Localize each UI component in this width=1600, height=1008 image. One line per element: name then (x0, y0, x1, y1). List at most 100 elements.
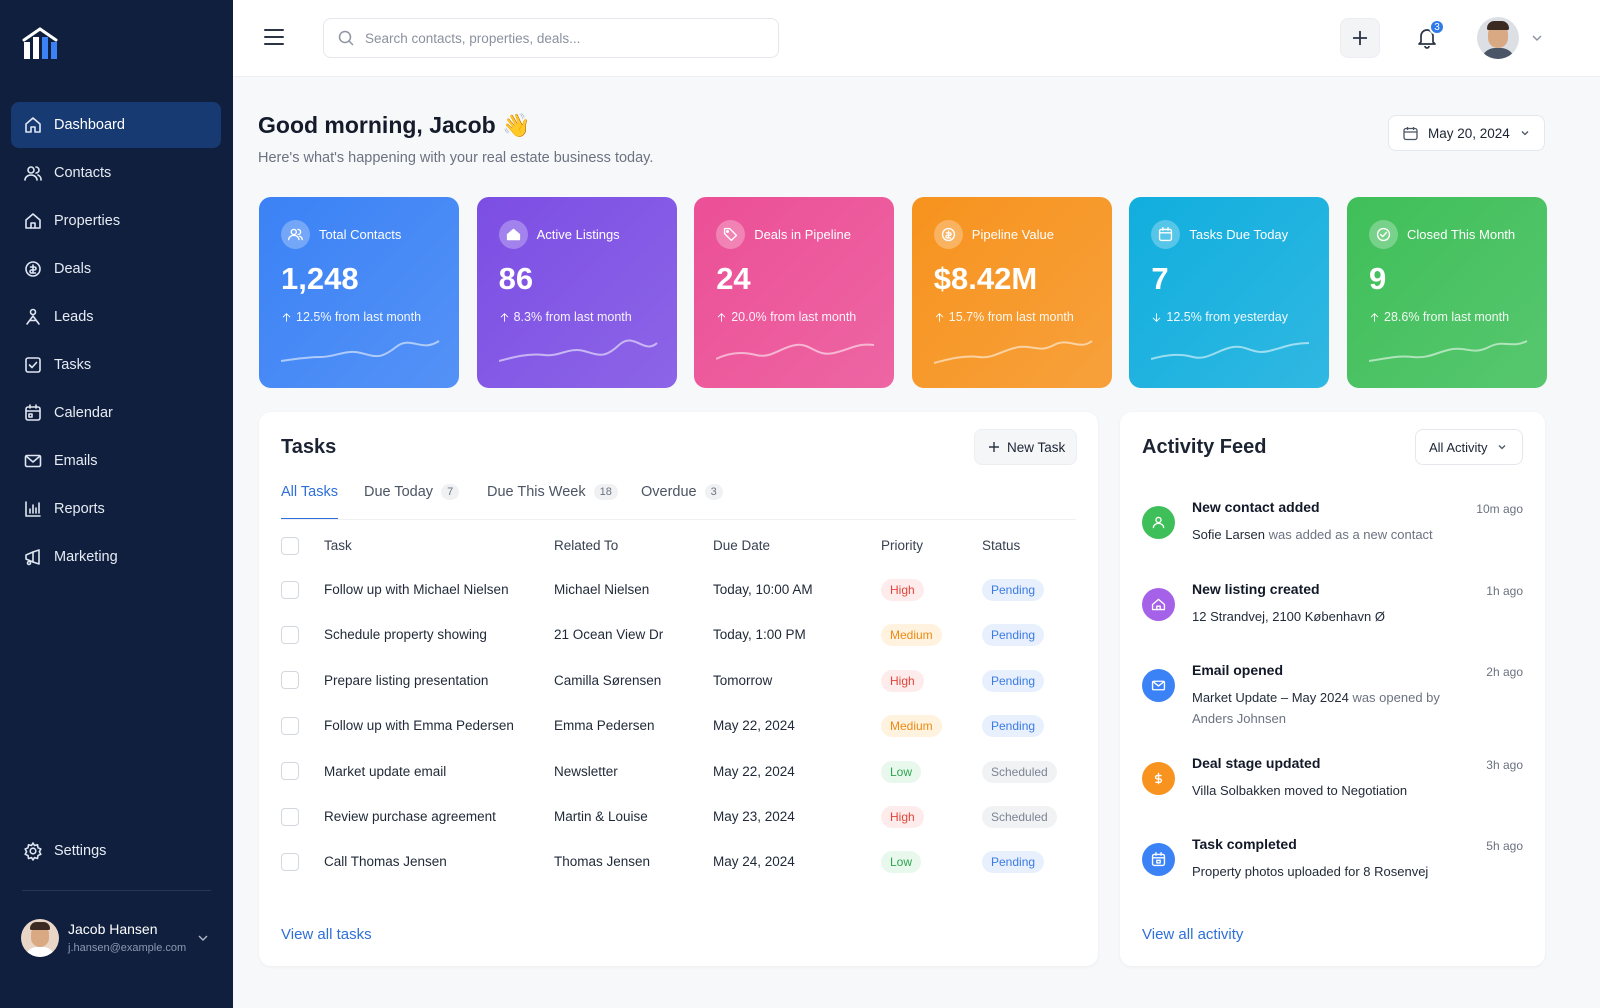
checkbox[interactable] (281, 625, 299, 644)
card-change-text: 15.7% from last month (948, 310, 1074, 324)
activity-subject: Villa Solbakken moved to Negotiation (1192, 783, 1408, 798)
icon (1375, 226, 1392, 243)
card-value: 24 (716, 261, 751, 296)
user-avatar[interactable] (21, 919, 59, 957)
settings-label: Settings (54, 843, 107, 859)
card-change: 12.5% from yesterday (1151, 310, 1288, 324)
checkbox[interactable] (281, 580, 299, 599)
card-icon (281, 220, 310, 249)
tab[interactable]: Due This Week 18 (487, 484, 618, 520)
status-cell: Pending (982, 579, 1082, 601)
tab-label: All Tasks (281, 484, 338, 500)
card-label: Closed This Month (1407, 227, 1516, 242)
icon (1150, 596, 1167, 613)
status-chip: Pending (982, 579, 1045, 601)
date-picker[interactable]: May 20, 2024 (1388, 115, 1545, 151)
nav-item[interactable]: Dashboard (11, 102, 221, 148)
main: Good morning, Jacob 👋 Here's what's happ… (233, 77, 1600, 1008)
icon (1150, 770, 1167, 787)
card-value: 1,248 (281, 261, 359, 296)
view-all-activity[interactable]: View all activity (1142, 926, 1244, 943)
status-cell: Scheduled (982, 760, 1082, 783)
card-value: 7 (1151, 261, 1169, 296)
new-task-label: New Task (1007, 439, 1066, 455)
icon (1151, 312, 1162, 323)
table-cell: Prepare listing presentation (324, 672, 489, 688)
priority-cell: Medium (881, 715, 982, 738)
activity-filter-label: All Activity (1429, 439, 1488, 455)
status-chip: Pending (982, 715, 1045, 738)
table-cell: May 23, 2024 (713, 809, 795, 824)
view-all-tasks[interactable]: View all tasks (281, 926, 372, 943)
add-button[interactable] (1340, 18, 1380, 58)
nav-label: Contacts (54, 165, 112, 181)
checkbox[interactable] (281, 716, 299, 735)
card-label: Tasks Due Today (1189, 227, 1289, 242)
tab-label: Due This Week (487, 484, 586, 500)
checkbox[interactable] (281, 762, 299, 781)
activity-detail: Villa Solbakken moved to Negotiation (1192, 780, 1462, 801)
card-change-text: 28.6% from last month (1384, 310, 1510, 324)
activity-time: 3h ago (1486, 758, 1523, 772)
nav-label: Marketing (54, 549, 118, 565)
activity-title: Task completed (1192, 836, 1297, 852)
table-row: Prepare listing presentation Camilla Søre… (281, 658, 1076, 703)
settings-link[interactable]: Settings (11, 828, 221, 874)
nav-item[interactable]: Reports (11, 486, 221, 532)
search-box[interactable]: Search contacts, properties, deals... (323, 18, 779, 58)
activity-subject: Property photos uploaded for 8 Rosenvej (1192, 864, 1429, 879)
tab-label: Overdue (641, 484, 697, 500)
tab[interactable]: Due Today 7 (364, 484, 460, 520)
priority-chip: Low (881, 851, 922, 874)
icon (940, 226, 957, 243)
nav-item[interactable]: Properties (11, 198, 221, 244)
priority-cell: Low (881, 851, 982, 874)
activity-icon (1142, 588, 1175, 621)
sparkline (1151, 339, 1311, 372)
icon (23, 355, 43, 375)
nav-item[interactable]: Deals (11, 246, 221, 292)
header-avatar[interactable] (1477, 17, 1519, 59)
activity-filter[interactable]: All Activity (1415, 429, 1523, 465)
nav-item[interactable]: Tasks (11, 342, 221, 388)
checkbox[interactable] (281, 536, 299, 555)
nav-item[interactable]: Calendar (11, 390, 221, 436)
checkbox[interactable] (281, 807, 299, 826)
nav-item[interactable]: Marketing (11, 534, 221, 580)
tab[interactable]: Overdue 3 (641, 484, 723, 520)
card-value: $8.42M (933, 261, 1038, 296)
table-row: Follow up with Michael Nielsen Michael Ni… (281, 567, 1076, 612)
icon (23, 451, 43, 471)
nav-item[interactable]: Emails (11, 438, 221, 484)
nav-item[interactable]: Leads (11, 294, 221, 340)
activity-icon (1142, 669, 1175, 702)
search-placeholder: Search contacts, properties, deals... (365, 30, 581, 46)
checkbox[interactable] (281, 671, 299, 690)
card-label: Total Contacts (319, 227, 402, 242)
activity-detail: 12 Strandvej, 2100 København Ø (1192, 606, 1462, 627)
card-value: 9 (1369, 261, 1387, 296)
table-cell: 21 Ocean View Dr (554, 627, 664, 643)
chevron[interactable] (1531, 32, 1543, 44)
tasks-panel: Tasks New Task All Tasks Due Today 7 Due Th… (259, 412, 1098, 966)
divider (22, 890, 211, 891)
user-email: j.hansen@example.com (68, 942, 187, 954)
table-cell: Today, 1:00 PM (713, 627, 806, 643)
table-cell: Market update email (324, 763, 447, 779)
chevron[interactable] (197, 932, 209, 944)
icon (505, 226, 522, 243)
activity-title: Deal stage updated (1192, 755, 1321, 771)
checkbox[interactable] (281, 852, 299, 871)
status-cell: Pending (982, 851, 1082, 874)
menu-button[interactable] (264, 28, 284, 46)
icon (1150, 851, 1167, 868)
table-cell: Schedule property showing (324, 627, 487, 643)
table-row: Call Thomas Jensen Thomas Jensen May 24, 2… (281, 839, 1076, 884)
new-task-button[interactable]: New Task (974, 429, 1077, 465)
nav-item[interactable]: Contacts (11, 150, 221, 196)
tab[interactable]: All Tasks (281, 484, 338, 520)
table-row: Follow up with Emma Pedersen Emma Pederse… (281, 703, 1076, 748)
activity-title: Email opened (1192, 662, 1284, 678)
icon (281, 312, 292, 323)
card-label: Pipeline Value (971, 227, 1054, 242)
